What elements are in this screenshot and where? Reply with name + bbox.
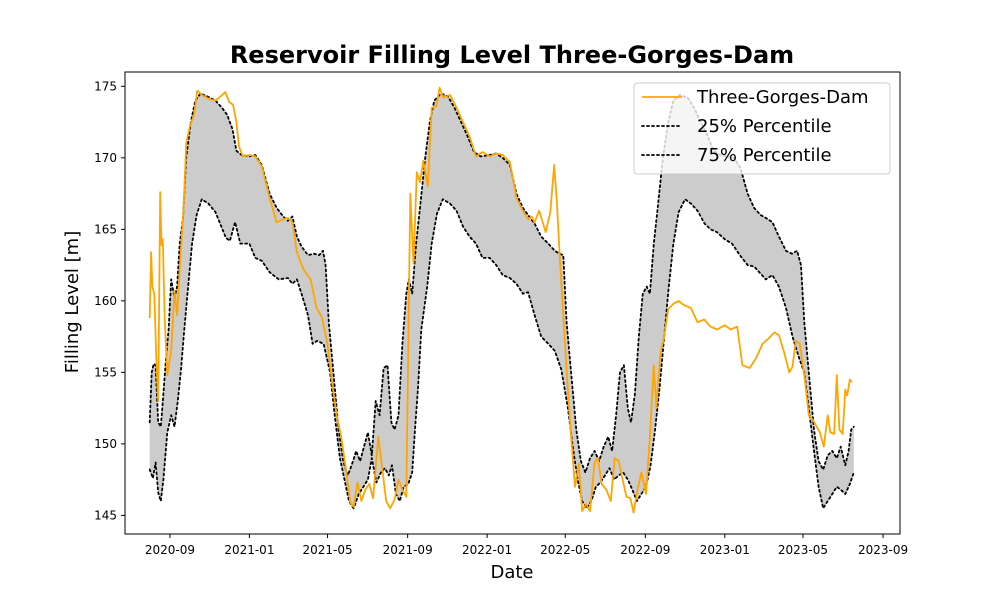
- x-tick-label: 2022-01: [462, 543, 512, 557]
- x-tick-label: 2022-05: [540, 543, 590, 557]
- y-tick-label: 165: [94, 222, 117, 236]
- x-tick-label: 2021-05: [302, 543, 352, 557]
- y-axis-label: Filling Level [m]: [62, 231, 83, 373]
- x-tick-label: 2023-01: [700, 543, 750, 557]
- y-tick-label: 170: [94, 151, 117, 165]
- percentile-band: [149, 93, 854, 509]
- x-tick-label: 2023-09: [858, 543, 908, 557]
- x-axis-label: Date: [490, 562, 533, 583]
- x-tick-label: 2020-09: [145, 543, 195, 557]
- y-tick-label: 160: [94, 294, 117, 308]
- plot-frame: [124, 71, 901, 535]
- x-tick-label: 2021-01: [224, 543, 274, 557]
- chart-title: Reservoir Filling Level Three-Gorges-Dam: [230, 41, 794, 69]
- legend-box: [633, 82, 891, 175]
- plot-area: 145 150 155 160 165 170 175 2020-09 2021-01 2021-…: [94, 71, 908, 557]
- y-tick-label: 150: [94, 437, 117, 451]
- y-tick-label: 175: [94, 79, 117, 93]
- legend: Three-Gorges-Dam 25% Percentile 75% Percen…: [633, 82, 891, 175]
- series-line-three-gorges-dam: [148, 86, 853, 514]
- x-tick-label: 2023-05: [778, 543, 828, 557]
- y-tick-label: 145: [94, 508, 117, 522]
- series-line-25-percentile: [148, 198, 855, 510]
- legend-label: 25% Percentile: [697, 116, 832, 137]
- y-tick-label: 155: [94, 365, 117, 379]
- legend-label: Three-Gorges-Dam: [696, 87, 869, 108]
- x-tick-label: 2022-09: [620, 543, 670, 557]
- x-tick-label: 2021-09: [383, 543, 433, 557]
- legend-label: 75% Percentile: [697, 145, 832, 166]
